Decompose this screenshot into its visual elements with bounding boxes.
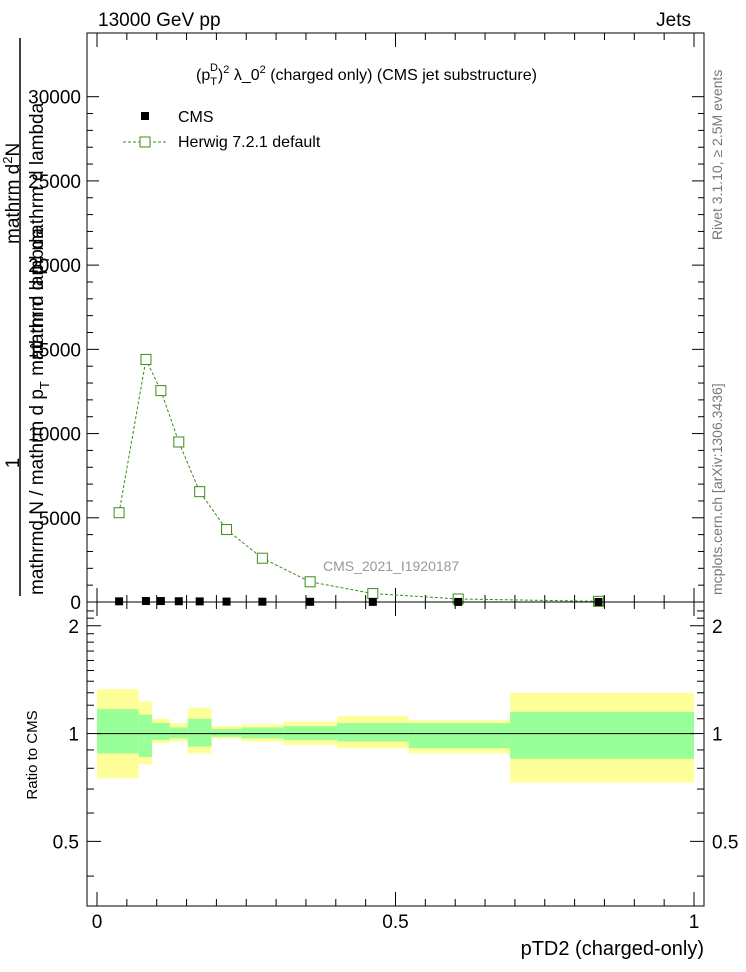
main-y-axis-label: 1 mathrmd N / mathrm d pT mathrm d lambd…: [0, 38, 52, 596]
ratio-band-inner: [510, 711, 694, 759]
legend-herwig-label: Herwig 7.2.1 default: [178, 134, 321, 151]
svg-text:mathrm d2N: mathrm d2N: [0, 143, 24, 244]
ratio-xtick-label: 0: [92, 912, 103, 933]
svg-text:mathrmd N / mathrm d pT mathrm: mathrmd N / mathrm d pT mathrm d lambda: [27, 228, 52, 595]
rivet-label: Rivet 3.1.10, ≥ 2.5M events: [709, 70, 725, 240]
ratio-band-inner: [151, 723, 170, 740]
ratio-xtick-label: 1: [689, 912, 700, 933]
ratio-y-axis-label: Ratio to CMS: [24, 710, 41, 799]
legend-cms-label: CMS: [178, 109, 214, 126]
ratio-band-inner: [408, 723, 511, 749]
herwig-point: [113, 507, 125, 519]
main-ytick-label: 10000: [28, 425, 81, 446]
ratio-band-inner: [211, 728, 242, 737]
main-ytick-label: 20000: [28, 256, 81, 277]
main-ytick-label: 5000: [39, 509, 81, 530]
ratio-y-axis: 0.5 0.5 1 1 2 2: [53, 610, 738, 877]
herwig-point: [155, 385, 167, 397]
main-ytick-label: 15000: [28, 340, 81, 361]
cms-point: [141, 596, 150, 605]
main-ytick-label: 0: [70, 593, 81, 614]
cms-point: [156, 597, 165, 606]
herwig-line: [118, 357, 599, 602]
ratio-band-inner: [336, 723, 409, 742]
cms-point: [115, 597, 124, 606]
mcplots-label: mcplots.cern.ch [arXiv:1306.3436]: [709, 383, 725, 595]
plot-title: (pTD)2 λ_02 (charged only) (CMS jet subs…: [196, 62, 537, 88]
svg-text:mathrm d pT mathrm d lambda: mathrm d pT mathrm d lambda: [27, 102, 52, 360]
ratio-band-inner: [283, 725, 337, 740]
svg-text:1: 1: [3, 458, 24, 469]
ratio-ytick-label: 1: [68, 725, 79, 746]
legend-cms-marker: [141, 112, 149, 120]
category-label: Jets: [656, 10, 691, 31]
herwig-point: [367, 588, 379, 600]
herwig-point: [194, 486, 206, 498]
ratio-ytick-label-right: 1: [712, 725, 723, 746]
herwig-point: [304, 576, 316, 588]
main-x-axis: [96, 33, 695, 602]
ratio-ytick-label: 0.5: [53, 832, 79, 853]
ratio-ytick-label: 2: [68, 617, 79, 638]
herwig-point: [221, 524, 233, 536]
main-y-axis: 0 5000 10000 15000 20000 25000 30000: [28, 88, 704, 614]
main-ytick-label: 30000: [28, 88, 81, 109]
ratio-band-inner: [138, 714, 152, 758]
herwig-point: [140, 353, 152, 365]
ratio-xtick-label: 0.5: [382, 912, 408, 933]
x-axis-label: pTD2 (charged-only): [521, 938, 704, 960]
ratio-x-axis: 0 0.5 1: [92, 602, 700, 933]
herwig-point: [256, 552, 268, 564]
energy-label: 13000 GeV pp: [98, 10, 221, 31]
cms-point: [174, 597, 183, 606]
cms-point: [195, 597, 204, 606]
ratio-band-inner: [169, 727, 188, 739]
ratio-band-inner: [97, 709, 139, 754]
herwig-point: [173, 436, 185, 448]
ratio-band-inner: [187, 718, 212, 747]
ratio-ytick-label-right: 0.5: [712, 832, 738, 853]
analysis-label: CMS_2021_I1920187: [323, 558, 459, 574]
ratio-band-layer: [97, 689, 694, 783]
main-ytick-label: 25000: [28, 172, 81, 193]
ratio-band-inner: [241, 727, 284, 739]
legend-herwig-marker: [139, 136, 151, 148]
ratio-ytick-label-right: 2: [712, 617, 723, 638]
